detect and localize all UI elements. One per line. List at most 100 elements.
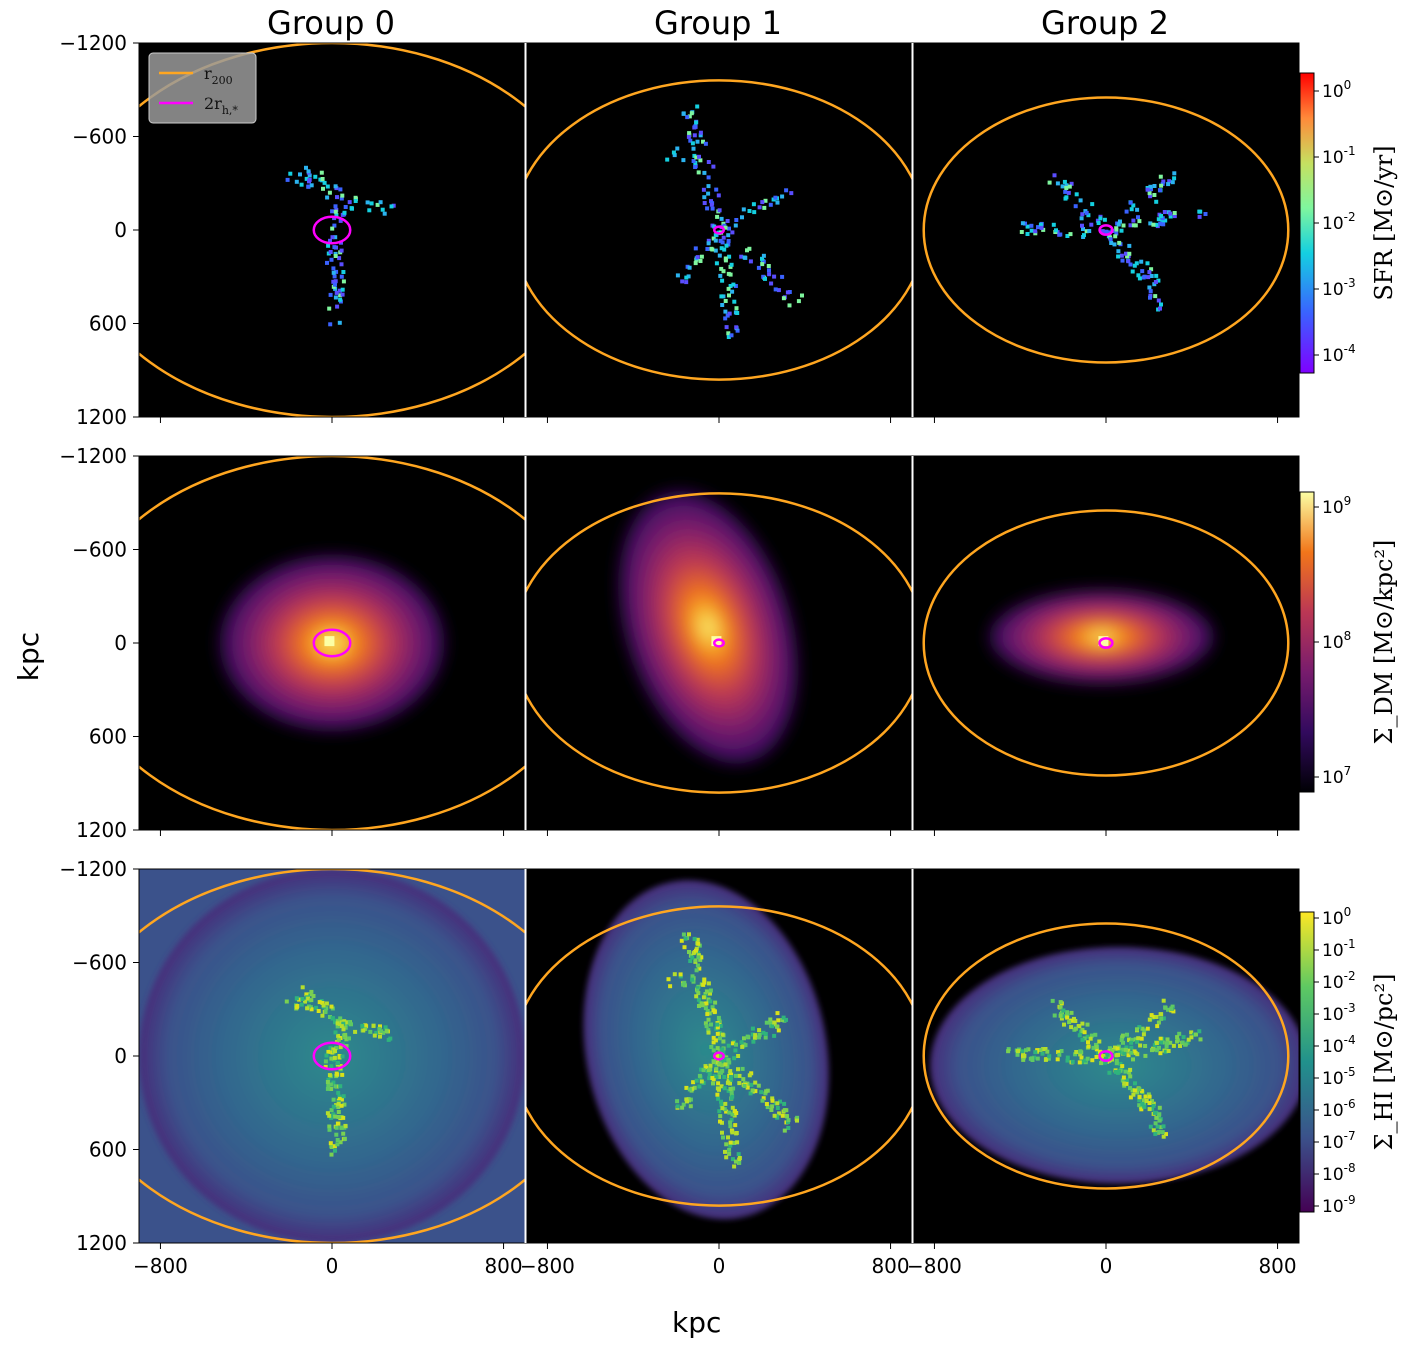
r200-circle: [922, 509, 1290, 777]
half-mass-circle: [1098, 1050, 1114, 1062]
colorbar-tick-label: 100: [1322, 905, 1351, 929]
y-tick-label: 600: [89, 312, 127, 336]
circle-overlays: [139, 43, 1290, 1243]
overlay-r1-c2: [922, 509, 1290, 777]
y-tick-label: −600: [72, 125, 127, 149]
colorbar-tick-label: 10-7: [1322, 1129, 1356, 1153]
dm-peak: [1098, 636, 1109, 647]
half-mass-circle: [1098, 637, 1114, 649]
colorbar-tick-label: 10-1: [1322, 144, 1356, 168]
x-tick-label: 800: [1258, 1254, 1296, 1278]
y-tick-label: −1200: [59, 444, 127, 468]
overlay-r2-c0: [139, 869, 525, 1243]
y-tick-label: 600: [89, 1138, 127, 1162]
r200-circle: [526, 492, 912, 794]
panel-r2-c0: [139, 869, 525, 1243]
x-tick-label: 800: [871, 1254, 909, 1278]
overlay-r0-c0: [139, 43, 525, 417]
panel-r1-c1: [526, 456, 912, 830]
colorbar-tick-label: 10-1: [1322, 937, 1356, 961]
y-tick-label: −600: [72, 951, 127, 975]
y-tick-label: 600: [89, 725, 127, 749]
r200-circle: [526, 905, 912, 1207]
colorbar-tick-label: 109: [1322, 494, 1351, 518]
hi-density-blob: [930, 946, 1299, 1184]
r200-circle: [922, 96, 1290, 364]
x-tick-label: 0: [1100, 1254, 1113, 1278]
y-tick-label: 0: [114, 1044, 127, 1068]
colorbar-Sigma_HI: [1299, 911, 1315, 1213]
colorbar-tick-label: 10-2: [1322, 969, 1356, 993]
hi-density-blob: [139, 869, 525, 1243]
colorbar-tick-label: 100: [1322, 78, 1351, 102]
x-tick-label: 0: [713, 1254, 726, 1278]
legend-box: [148, 52, 257, 124]
overlay-r1-c0: [139, 456, 525, 830]
sparse-pixels: [1019, 171, 1208, 312]
half-mass-circle: [713, 225, 725, 235]
x-tick-label: 800: [484, 1254, 522, 1278]
overlay-r2-c1: [526, 905, 912, 1207]
panel-r0-c1: [526, 43, 912, 417]
half-mass-circle: [1098, 224, 1114, 236]
y-axis-label: kpc: [12, 631, 46, 682]
colorbar-tick-label: 107: [1322, 764, 1351, 788]
colorbar-tick-label: 10-5: [1322, 1065, 1356, 1089]
panel-r2-c2: [913, 869, 1299, 1243]
r200-circle: [526, 79, 912, 381]
colorbar-tick-label: 10-3: [1322, 1001, 1356, 1025]
colorbar-tick-label: 108: [1322, 629, 1351, 653]
colorbar-tick-label: 10-4: [1322, 342, 1356, 366]
hi-density-blob: [583, 880, 829, 1220]
colorbar-tick-label: 10-9: [1322, 1193, 1356, 1217]
x-axis-label: kpc: [672, 1306, 722, 1339]
column-title-group-1: Group 1: [654, 4, 782, 42]
overlay-r1-c1: [526, 492, 912, 794]
x-tick-label: −800: [133, 1254, 188, 1278]
y-tick-label: −1200: [59, 31, 127, 55]
x-tick-label: −800: [520, 1254, 575, 1278]
colorbars: 100 10-1 10-2 10-3 10-4 SFR [M⊙/yr] 109 108 107 Σ…: [1299, 72, 1398, 1217]
x-tick-label: 0: [326, 1254, 339, 1278]
colorbar-label: Σ_DM [M⊙/kpc²]: [1370, 540, 1398, 745]
axes: 1200 600 0 −600 −1200 1200 600 0 −600 −1200 1200 60…: [59, 31, 1300, 1278]
r200-circle: [922, 922, 1290, 1190]
colorbar-Sigma_DM: [1299, 491, 1315, 793]
colorbar-tick-label: 10-2: [1322, 210, 1356, 234]
colorbar-SFR: [1299, 72, 1315, 374]
half-mass-circle: [312, 1041, 352, 1071]
half-mass-circle: [312, 628, 352, 658]
y-tick-label: 1200: [76, 405, 127, 429]
column-title-group-2: Group 2: [1041, 4, 1169, 42]
sparse-pixels: [284, 985, 393, 1157]
dm-density-blob: [619, 491, 798, 764]
overlay-r2-c2: [922, 922, 1290, 1190]
colorbar-tick-label: 10-3: [1322, 276, 1356, 300]
panel-background: [526, 43, 912, 417]
colorbar-label: Σ_HI [M⊙/pc²]: [1370, 974, 1398, 1151]
column-title-group-0: Group 0: [267, 4, 395, 42]
half-mass-circle: [713, 1051, 725, 1061]
legend-label: r200: [204, 64, 233, 87]
sparse-pixels: [1006, 998, 1203, 1139]
y-tick-label: 1200: [76, 818, 127, 842]
colorbar-tick-label: 10-8: [1322, 1161, 1356, 1185]
colorbar-tick-label: 10-4: [1322, 1033, 1356, 1057]
half-mass-circle: [713, 638, 725, 648]
y-tick-label: −1200: [59, 857, 127, 881]
sparse-pixels: [666, 932, 800, 1169]
colorbar-label: SFR [M⊙/yr]: [1370, 145, 1398, 300]
y-tick-label: 0: [114, 631, 127, 655]
overlay-r0-c2: [922, 96, 1290, 364]
overlay-r0-c1: [526, 79, 912, 381]
y-tick-label: 1200: [76, 1231, 127, 1255]
panel-r1-c2: [913, 456, 1299, 830]
panel-r1-c0: [139, 456, 525, 830]
dm-peak: [324, 636, 335, 647]
x-tick-label: −800: [907, 1254, 962, 1278]
half-mass-circle: [312, 215, 352, 245]
y-tick-label: 0: [114, 218, 127, 242]
legend: r200 2rh,*: [148, 52, 257, 124]
colorbar-tick-label: 10-6: [1322, 1097, 1356, 1121]
